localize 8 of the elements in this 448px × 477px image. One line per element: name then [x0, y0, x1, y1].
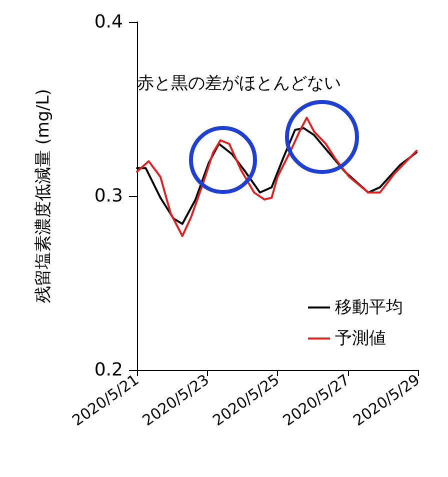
line-series — [136, 116, 418, 238]
legend-label: 予測値 — [335, 328, 386, 348]
y-tick-label: 0.2 — [94, 360, 123, 380]
y-tick-label: 0.3 — [94, 186, 123, 206]
legend-label: 移動平均 — [335, 298, 403, 318]
y-tick-label: 0.4 — [94, 12, 123, 32]
y-axis-title: 残留塩素濃度低減量 (mg/L) — [34, 88, 54, 304]
annotation: 赤と黒の差がほとんどない — [137, 74, 341, 94]
